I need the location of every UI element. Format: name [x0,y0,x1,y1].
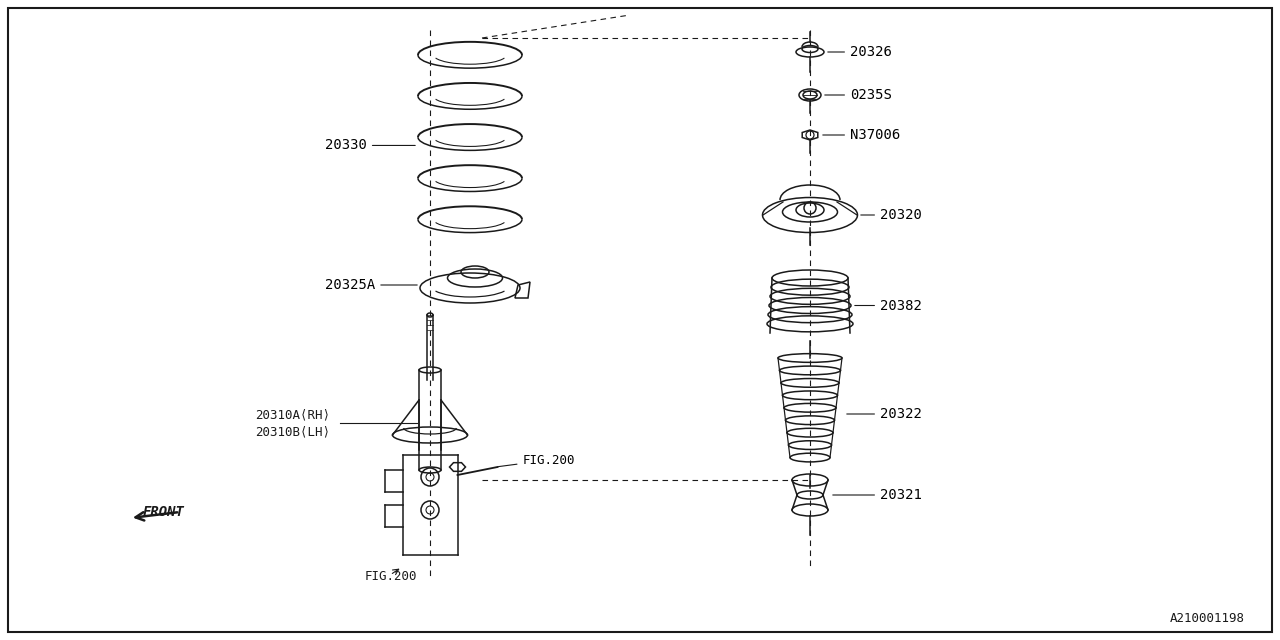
Text: 20321: 20321 [833,488,922,502]
Text: 20310A⟨RH⟩: 20310A⟨RH⟩ [255,408,330,422]
Text: 20326: 20326 [828,45,892,59]
Text: 20310B⟨LH⟩: 20310B⟨LH⟩ [255,426,330,438]
Text: 20320: 20320 [860,208,922,222]
Text: N37006: N37006 [823,128,900,142]
Text: 20382: 20382 [855,298,922,312]
Text: FIG.200: FIG.200 [498,454,575,467]
Text: 20330: 20330 [325,138,415,152]
Text: FRONT: FRONT [143,505,184,519]
Text: FIG.200: FIG.200 [365,570,417,584]
Text: A210001198: A210001198 [1170,612,1245,625]
Text: 20325A: 20325A [325,278,417,292]
Text: 0235S: 0235S [824,88,892,102]
Text: 20322: 20322 [847,407,922,421]
